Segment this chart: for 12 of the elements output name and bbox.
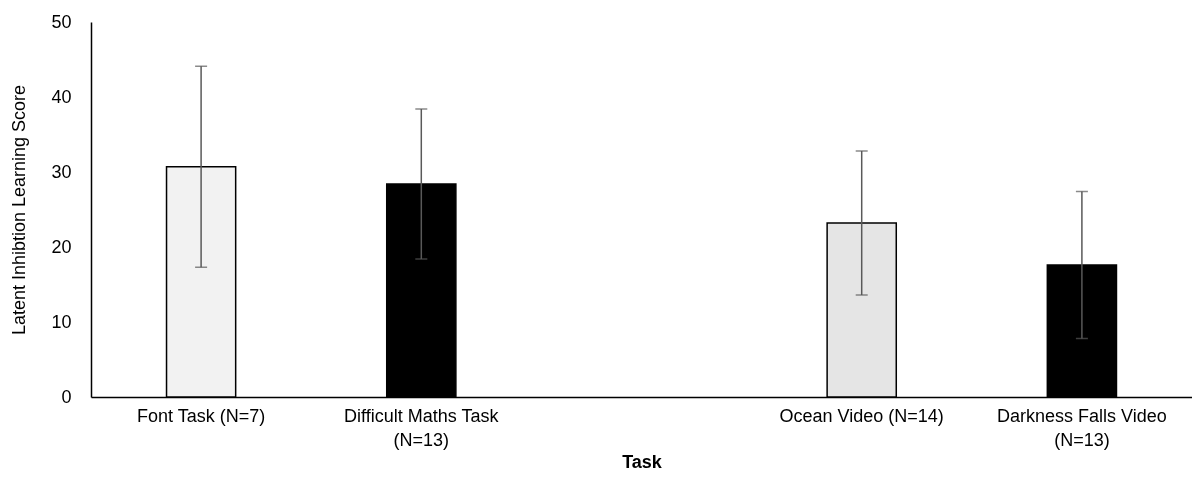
y-tick-label: 20 [51, 236, 72, 257]
y-tick-label: 50 [51, 11, 72, 32]
y-tick-label: 10 [51, 311, 72, 332]
x-tick-label: Darkness Falls Video (N=13) [997, 405, 1167, 450]
x-tick-label: Font Task (N=7) [136, 405, 266, 426]
y-tick-label: 30 [51, 161, 72, 182]
x-tick-label: Difficult Maths Task (N=13) [344, 405, 500, 450]
x-tick-label: Ocean Video (N=14) [779, 405, 944, 426]
x-axis-title: Task [622, 451, 663, 472]
y-tick-label: 40 [51, 86, 72, 107]
y-axis-title: Latent Inhibtion Learning Score [9, 84, 30, 336]
y-tick-label: 0 [61, 386, 72, 407]
